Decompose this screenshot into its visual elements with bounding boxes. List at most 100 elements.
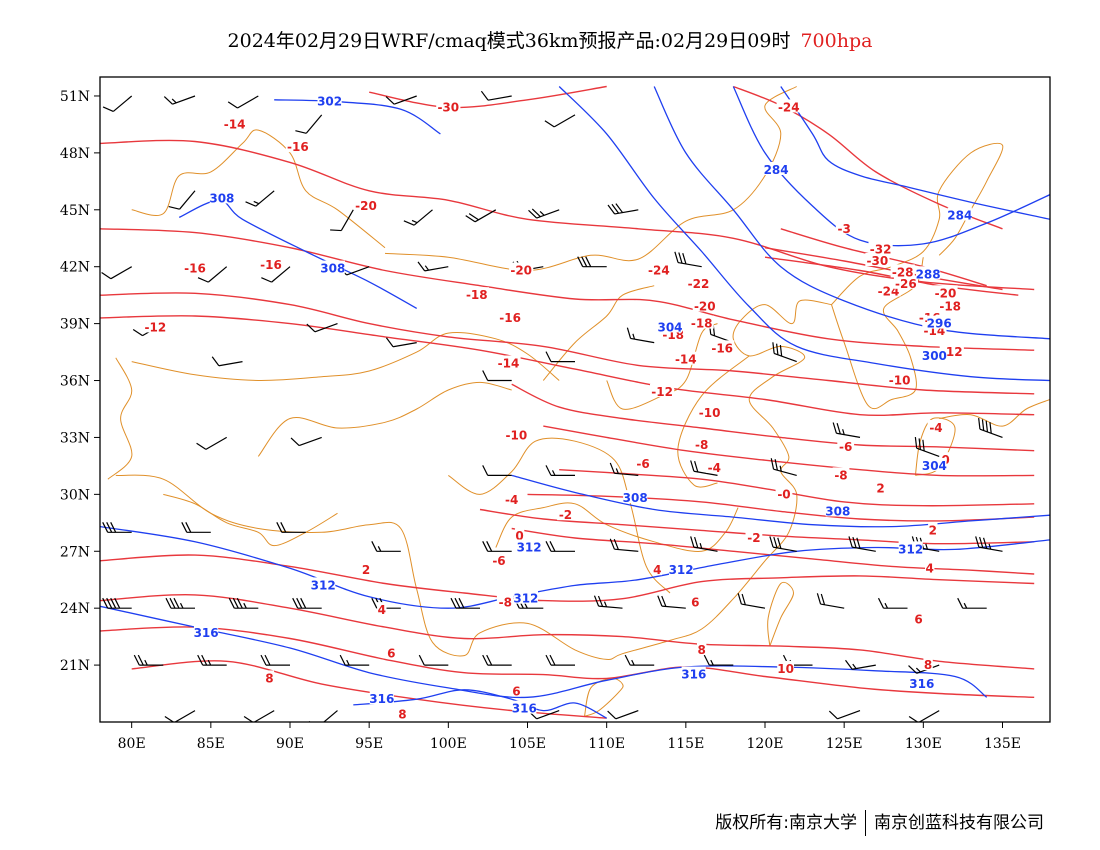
- label-backdrop: [927, 420, 945, 433]
- label-backdrop: [498, 309, 523, 323]
- geopotential-line: [558, 86, 1050, 382]
- label-backdrop: [689, 315, 714, 329]
- isotherm-label: 4: [378, 603, 386, 617]
- label-backdrop: [837, 438, 855, 452]
- geopotential-label: 308: [320, 262, 345, 276]
- label-backdrop: [898, 541, 923, 555]
- geopotential-label: 288: [916, 267, 941, 281]
- border-line: [115, 299, 832, 660]
- y-tick-label: 48N: [60, 146, 90, 162]
- label-backdrop: [503, 492, 521, 505]
- isotherm-label: 0: [515, 529, 523, 543]
- isotherm-line: [100, 315, 1035, 417]
- label-backdrop: [947, 207, 972, 221]
- isotherm-label: 6: [914, 613, 922, 627]
- isotherm-label: -20: [694, 300, 716, 314]
- label-backdrop: [143, 319, 168, 333]
- isotherm-label: 8: [698, 643, 706, 657]
- geopotential-label: 284: [947, 209, 972, 223]
- label-backdrop: [832, 467, 850, 481]
- label-backdrop: [916, 266, 941, 280]
- isotherm-label: -16: [260, 258, 282, 272]
- geopotential-label: 284: [764, 163, 789, 177]
- geopotential-label: 312: [513, 592, 538, 606]
- label-backdrop: [705, 459, 723, 473]
- geopotential-label: 304: [657, 320, 682, 334]
- isotherm-label: -6: [636, 457, 649, 471]
- isotherm-label: -6: [839, 440, 852, 454]
- geopotential-line: [178, 199, 418, 309]
- wind-barb: [674, 251, 702, 268]
- geopotential-label: 296: [927, 317, 952, 331]
- wind-barb: [450, 597, 480, 609]
- isotherm-label: -16: [184, 262, 206, 276]
- label-backdrop: [517, 539, 542, 553]
- label-backdrop: [865, 253, 890, 266]
- isotherm-label: -8: [834, 468, 847, 482]
- y-tick-label: 39N: [60, 317, 90, 333]
- wind-barb: [816, 593, 845, 609]
- label-backdrop: [776, 99, 801, 113]
- wind-barbs: [101, 90, 1003, 722]
- label-backdrop: [692, 298, 717, 312]
- geopotential-label: 312: [898, 542, 923, 556]
- wind-barb: [690, 460, 718, 476]
- geopotential-label: 316: [909, 677, 934, 691]
- label-backdrop: [775, 486, 793, 500]
- geopotential-label: 308: [825, 504, 850, 518]
- wind-barb: [403, 209, 433, 226]
- label-backdrop: [464, 287, 489, 301]
- wind-barb: [276, 522, 306, 533]
- wind-barb: [290, 436, 322, 447]
- title-main: 2024年02月29日WRF/cmaq模式36km预报产品:02月29日09时: [227, 30, 791, 52]
- wind-barb: [657, 595, 686, 609]
- label-backdrop: [512, 700, 537, 714]
- x-tick-label: 115E: [667, 736, 704, 752]
- geopotential-line: [732, 86, 1050, 247]
- isotherm-label: -30: [437, 100, 459, 114]
- label-backdrop: [693, 437, 711, 450]
- isotherm-label: -16: [711, 341, 733, 355]
- isotherm-label: -28: [892, 265, 914, 279]
- isotherm-label: 4: [926, 561, 934, 575]
- wind-barb: [133, 654, 164, 666]
- isotherm-label: 6: [691, 596, 699, 610]
- label-backdrop: [686, 275, 711, 289]
- wind-barb: [371, 541, 401, 552]
- border-line: [107, 357, 133, 480]
- x-tick-label: 105E: [509, 736, 546, 752]
- wind-barb: [593, 595, 623, 609]
- y-axis: 21N 24N 27N 30N 33N 36N 39N 42N 45N 48N 51N: [60, 89, 100, 674]
- x-tick-label: 80E: [118, 736, 146, 752]
- wind-barb: [703, 654, 734, 666]
- x-tick-label: 120E: [747, 736, 784, 752]
- isotherm-label: -12: [651, 385, 673, 399]
- geopotential-line: [100, 605, 988, 699]
- wind-barb: [545, 654, 575, 666]
- label-backdrop: [933, 285, 958, 299]
- label-backdrop: [264, 670, 275, 684]
- wind-barb: [577, 256, 607, 268]
- wind-barb: [914, 437, 940, 457]
- wind-barb: [480, 90, 512, 101]
- wind-barb: [545, 351, 575, 363]
- y-tick-label: 42N: [60, 260, 90, 276]
- geopotential-label: 300: [922, 349, 947, 363]
- geopotential-label: 316: [194, 626, 219, 640]
- label-backdrop: [353, 198, 379, 211]
- wind-barb: [545, 541, 575, 552]
- label-backdrop: [258, 256, 284, 270]
- label-backdrop: [927, 315, 952, 329]
- y-tick-label: 24N: [60, 601, 90, 617]
- wind-barb: [245, 190, 275, 207]
- label-backdrop: [913, 611, 924, 625]
- label-backdrop: [697, 641, 707, 655]
- wind-barb: [609, 538, 639, 552]
- y-tick-label: 30N: [60, 487, 90, 503]
- geopotential-lines: [100, 86, 1050, 719]
- label-backdrop: [496, 355, 521, 369]
- border-line: [448, 437, 671, 594]
- label-backdrop: [209, 190, 234, 204]
- isotherm-label: -0: [777, 487, 790, 501]
- isotherm-label: -26: [895, 277, 917, 291]
